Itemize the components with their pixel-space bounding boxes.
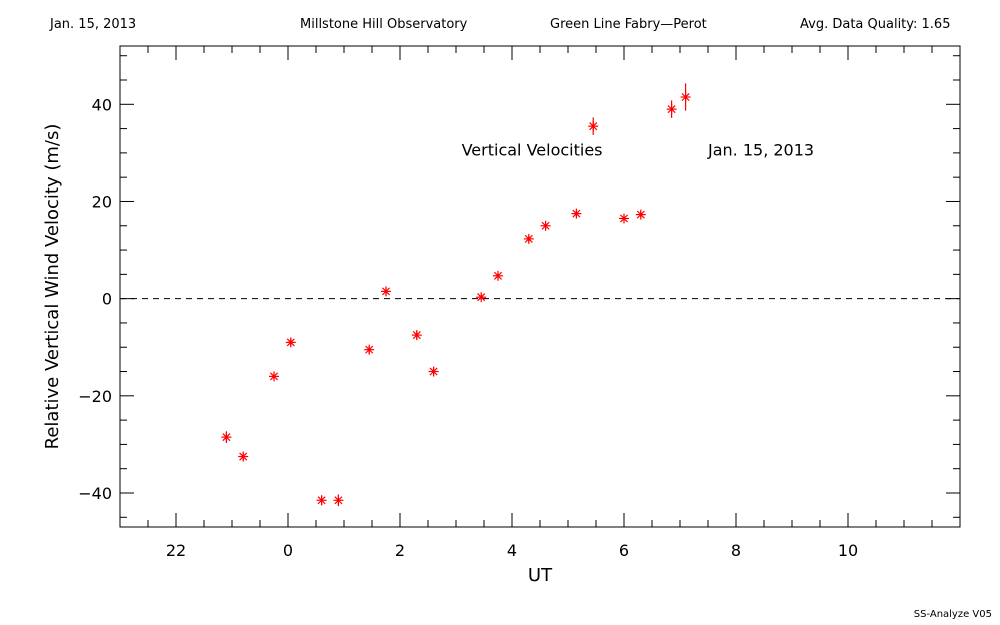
data-point	[588, 117, 599, 135]
marker-stroke	[222, 433, 231, 442]
marker-stroke	[572, 209, 581, 218]
marker-stroke	[286, 338, 295, 347]
x-tick-label: 4	[507, 541, 517, 560]
data-point	[571, 208, 582, 219]
header-instrument: Green Line Fabry—Perot	[550, 17, 707, 32]
y-tick-label: −40	[78, 484, 112, 503]
y-tick-label: 0	[102, 290, 112, 309]
header-quality: Avg. Data Quality: 1.65	[800, 17, 951, 32]
x-tick-label: 10	[838, 541, 858, 560]
x-tick-label: 6	[619, 541, 629, 560]
annotation-vertical-velocities: Vertical Velocities	[462, 140, 603, 159]
data-point	[476, 292, 487, 303]
y-tick-label: −20	[78, 387, 112, 406]
x-axis-title: UT	[528, 565, 553, 586]
data-point	[381, 286, 391, 297]
y-tick-label: 40	[92, 95, 112, 114]
marker-stroke	[493, 271, 503, 280]
marker-stroke	[317, 496, 326, 505]
data-point	[269, 371, 279, 382]
data-point	[364, 344, 375, 355]
marker-stroke	[381, 287, 391, 296]
marker-stroke	[269, 372, 279, 381]
data-point	[666, 100, 677, 118]
marker-stroke	[619, 214, 629, 223]
x-tick-label: 0	[283, 541, 293, 560]
y-tick-label: 20	[92, 192, 112, 211]
x-tick-labels: 22 0 2 4 6 8 10	[166, 541, 858, 560]
data-point	[493, 270, 503, 281]
marker-stroke	[636, 210, 645, 219]
data-point	[540, 220, 551, 231]
data-point	[680, 83, 691, 111]
header-observatory: Millstone Hill Observatory	[300, 17, 468, 32]
data-point	[238, 451, 249, 462]
data-point	[316, 495, 327, 506]
data-point	[221, 431, 232, 443]
data-point	[285, 337, 296, 348]
x-tick-label: 22	[166, 541, 186, 560]
y-tick-labels: −40 −20 0 20 40	[78, 95, 112, 503]
marker-stroke	[239, 452, 248, 461]
marker-stroke	[541, 221, 550, 230]
data-point	[635, 209, 646, 220]
marker-stroke	[365, 345, 374, 354]
data-point	[428, 366, 439, 377]
marker-stroke	[412, 331, 421, 340]
y-axis-title: Relative Vertical Wind Velocity (m/s)	[42, 124, 63, 450]
data-points	[221, 83, 691, 507]
plot-frame	[119, 45, 961, 528]
version-label: SS-Analyze V05	[913, 609, 992, 620]
data-point	[411, 330, 422, 341]
data-point	[333, 494, 344, 507]
header-date: Jan. 15, 2013	[50, 17, 137, 32]
marker-stroke	[681, 92, 690, 102]
annotation-date: Jan. 15, 2013	[707, 140, 814, 159]
data-point	[523, 233, 534, 244]
x-tick-label: 2	[395, 541, 405, 560]
marker-stroke	[667, 105, 676, 114]
marker-stroke	[589, 122, 598, 131]
marker-stroke	[524, 234, 533, 243]
data-point	[619, 213, 629, 224]
marker-stroke	[477, 293, 486, 302]
marker-stroke	[429, 367, 438, 376]
x-tick-label: 8	[731, 541, 741, 560]
axis-ticks	[119, 46, 961, 527]
marker-stroke	[334, 496, 343, 505]
